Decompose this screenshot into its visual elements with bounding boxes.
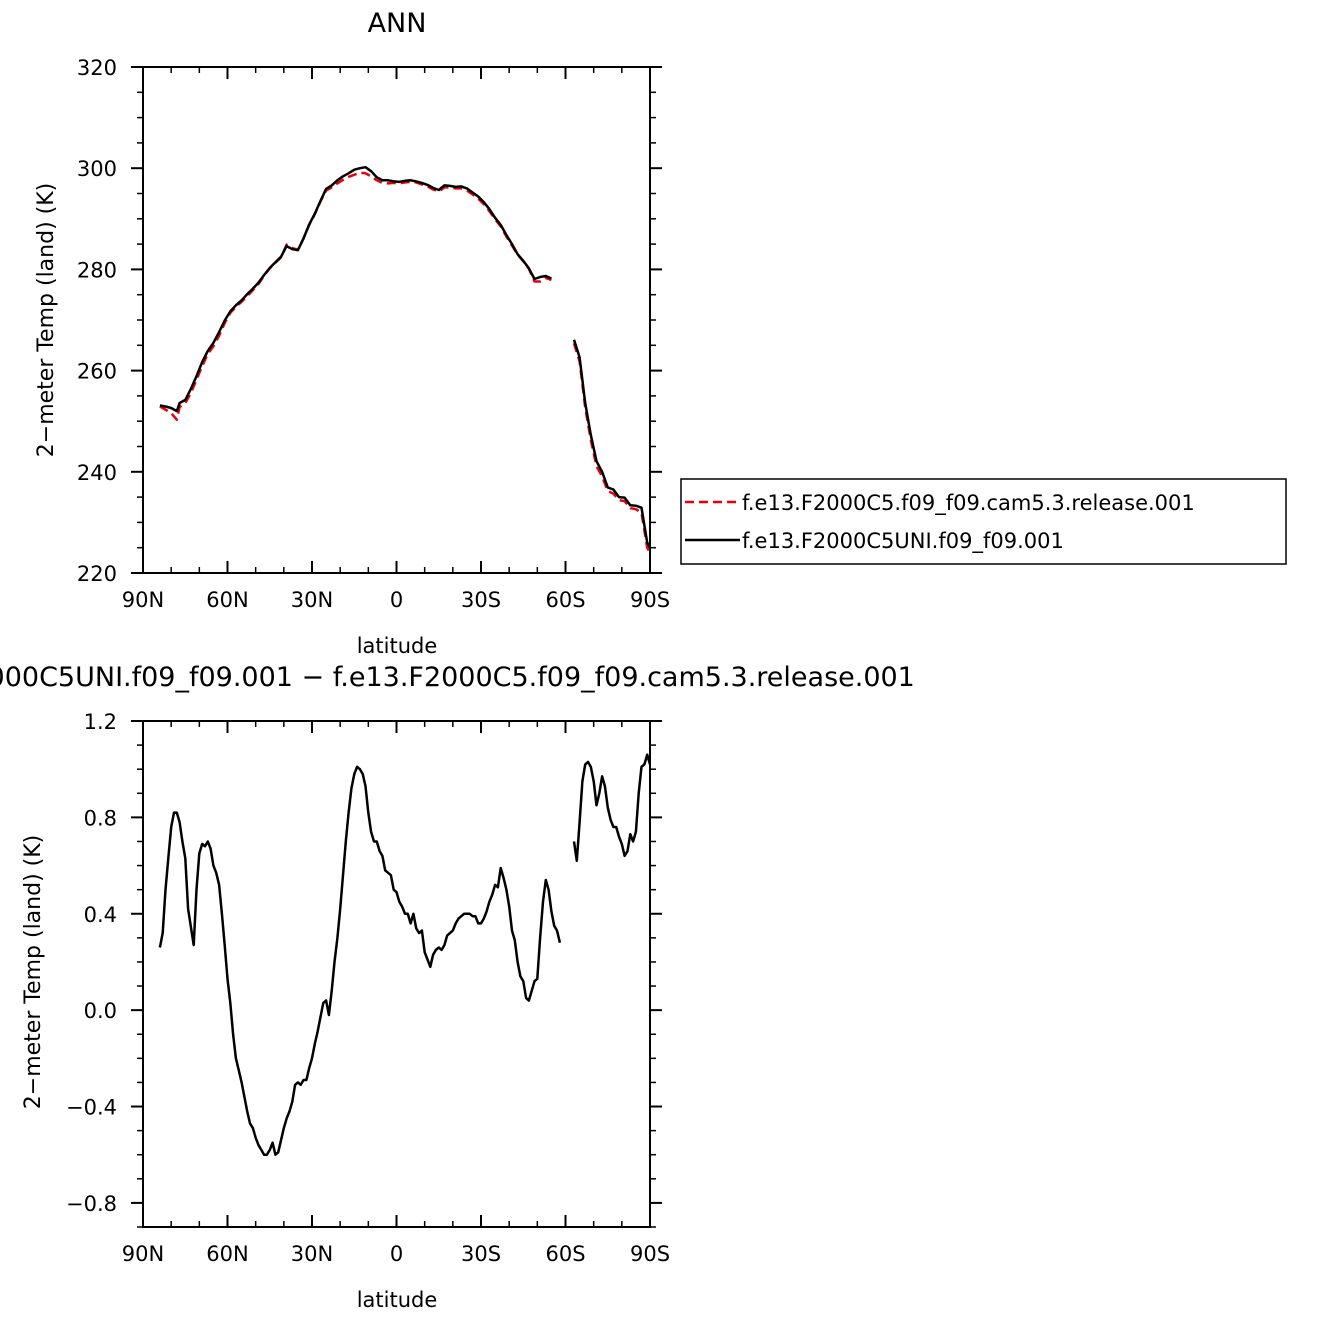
y-tick-label: 0.4: [84, 903, 117, 927]
x-tick-label: 60N: [206, 1242, 248, 1266]
y-tick-label: 0.8: [84, 806, 117, 830]
x-tick-label: 30N: [291, 588, 333, 612]
bottom-panel-y-axis-label: 2−meter Temp (land) (K): [21, 835, 46, 1109]
x-tick-label: 30S: [461, 588, 501, 612]
y-tick-label: 220: [77, 562, 117, 586]
top-panel-y-axis-label: 2−meter Temp (land) (K): [34, 183, 59, 457]
x-tick-label: 0: [390, 1242, 403, 1266]
bottom-panel-ticks: 90N 60N 30N 0 30S 60S 90S −0.8 −0.4 0.0 0.4 0.8 1.2: [66, 710, 670, 1266]
series-line-1-segment-0: [159, 165, 552, 413]
y-tick-label: 0.0: [84, 999, 117, 1023]
x-tick-label: 60S: [545, 588, 585, 612]
bottom-panel-series: [158, 753, 652, 1156]
legend: f.e13.F2000C5.f09_f09.cam5.3.release.001…: [680, 478, 1287, 565]
x-tick-label: 90N: [122, 1242, 164, 1266]
series-line-0-segment-1: [572, 342, 652, 554]
top-panel-x-axis-label: latitude: [357, 634, 438, 658]
bottom-panel-x-axis-label: latitude: [357, 1288, 438, 1312]
top-panel-frame: [142, 66, 651, 574]
bottom-panel-frame: [142, 720, 651, 1228]
y-tick-label: −0.4: [66, 1096, 117, 1120]
series-line-0-segment-1: [572, 753, 652, 863]
y-tick-label: 1.2: [84, 710, 117, 734]
y-tick-label: 300: [77, 157, 117, 181]
x-tick-label: 60S: [545, 1242, 585, 1266]
x-tick-label: 30N: [291, 1242, 333, 1266]
x-tick-label: 0: [390, 588, 403, 612]
series-line-0-segment-0: [158, 765, 562, 1156]
bottom-panel: f.e13.F2000C5UNI.f09_f09.001 − f.e13.F20…: [0, 662, 915, 1312]
x-tick-label: 30S: [461, 1242, 501, 1266]
top-panel: ANN 90N 60N 30N 0 30S 60S 90S 220 240 260 280 300 32…: [34, 8, 670, 658]
x-tick-label: 90S: [630, 1242, 670, 1266]
x-tick-label: 90S: [630, 588, 670, 612]
y-tick-label: 320: [77, 56, 117, 80]
y-tick-label: −0.8: [66, 1192, 117, 1216]
top-panel-ticks: 90N 60N 30N 0 30S 60S 90S 220 240 260 280 300 320: [77, 56, 670, 612]
y-tick-label: 280: [77, 258, 117, 282]
top-panel-series: [159, 165, 652, 554]
series-line-1-segment-1: [572, 339, 652, 549]
legend-label-control: f.e13.F2000C5.f09_f09.cam5.3.release.001: [742, 491, 1195, 516]
y-tick-label: 260: [77, 360, 117, 384]
x-tick-label: 90N: [122, 588, 164, 612]
series-line-0-segment-0: [159, 171, 552, 421]
top-panel-title: ANN: [368, 8, 427, 39]
legend-label-experiment: f.e13.F2000C5UNI.f09_f09.001: [742, 529, 1064, 554]
y-tick-label: 240: [77, 461, 117, 485]
x-tick-label: 60N: [206, 588, 248, 612]
legend-box: [680, 478, 1287, 565]
bottom-panel-title: f.e13.F2000C5UNI.f09_f09.001 − f.e13.F20…: [0, 662, 915, 693]
